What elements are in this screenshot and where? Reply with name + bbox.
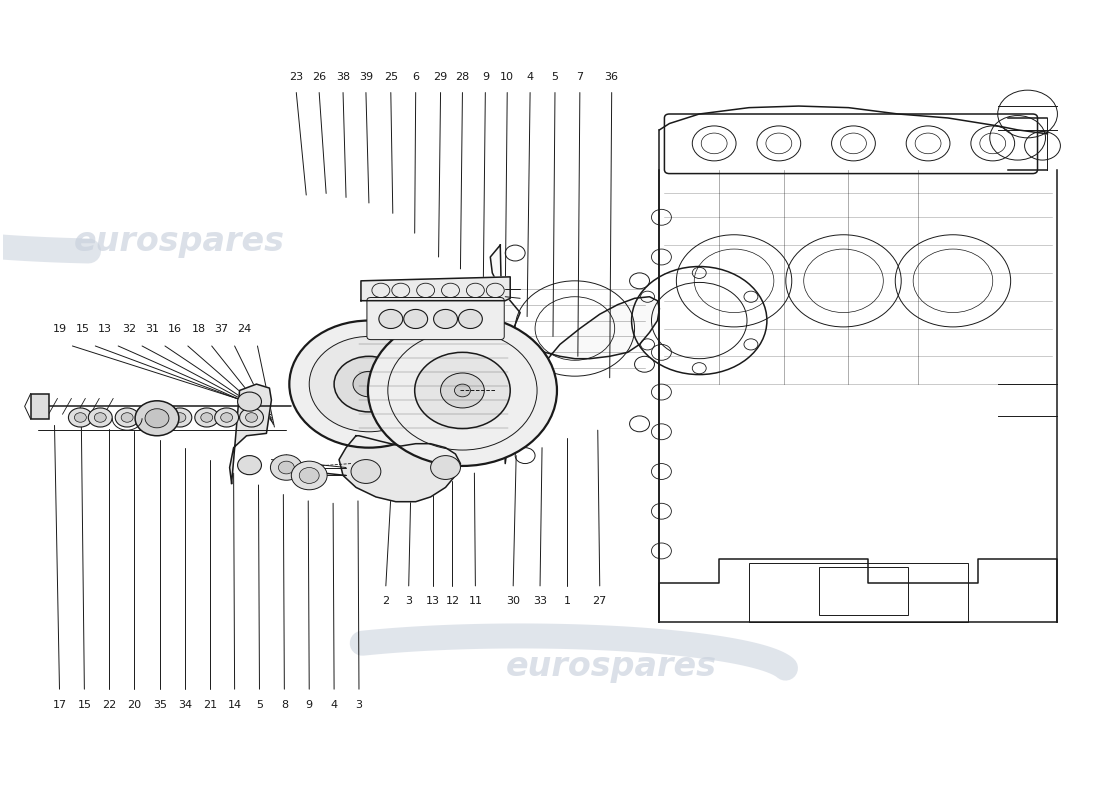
Text: 7: 7 xyxy=(576,72,583,82)
Text: 12: 12 xyxy=(446,596,460,606)
Text: 25: 25 xyxy=(384,72,398,82)
Text: 14: 14 xyxy=(228,699,242,710)
Circle shape xyxy=(221,413,232,422)
Circle shape xyxy=(299,467,319,483)
Circle shape xyxy=(415,352,510,429)
Text: 33: 33 xyxy=(534,596,547,606)
Text: 10: 10 xyxy=(500,72,514,82)
Circle shape xyxy=(404,310,428,329)
Circle shape xyxy=(292,461,327,490)
Text: 27: 27 xyxy=(593,596,607,606)
Circle shape xyxy=(68,408,92,427)
Polygon shape xyxy=(491,245,659,463)
Text: 39: 39 xyxy=(359,72,373,82)
Circle shape xyxy=(168,408,191,427)
Circle shape xyxy=(238,456,262,474)
FancyBboxPatch shape xyxy=(367,298,504,340)
Text: 13: 13 xyxy=(98,324,112,334)
Text: 34: 34 xyxy=(178,699,191,710)
Text: 1: 1 xyxy=(563,596,571,606)
Text: 3: 3 xyxy=(405,596,412,606)
Text: 16: 16 xyxy=(168,324,182,334)
Text: 9: 9 xyxy=(482,72,488,82)
Text: 4: 4 xyxy=(527,72,534,82)
Circle shape xyxy=(121,413,133,422)
Text: 9: 9 xyxy=(306,699,312,710)
Bar xyxy=(749,563,968,622)
Circle shape xyxy=(145,408,169,427)
Text: 15: 15 xyxy=(77,699,91,710)
Circle shape xyxy=(378,310,403,329)
Circle shape xyxy=(214,408,239,427)
Circle shape xyxy=(135,401,179,436)
Circle shape xyxy=(201,413,212,422)
Circle shape xyxy=(353,371,385,397)
Circle shape xyxy=(151,413,163,422)
Circle shape xyxy=(441,373,484,408)
Circle shape xyxy=(334,356,404,412)
Circle shape xyxy=(430,456,461,479)
Text: eurospares: eurospares xyxy=(74,225,285,258)
Bar xyxy=(818,567,909,614)
Text: 20: 20 xyxy=(126,699,141,710)
Text: 23: 23 xyxy=(289,72,304,82)
Text: 36: 36 xyxy=(605,72,618,82)
Circle shape xyxy=(75,413,87,422)
FancyBboxPatch shape xyxy=(346,333,520,440)
Circle shape xyxy=(351,459,381,483)
Circle shape xyxy=(278,461,295,474)
Text: 3: 3 xyxy=(355,699,363,710)
Text: 37: 37 xyxy=(214,324,229,334)
Circle shape xyxy=(240,408,264,427)
Polygon shape xyxy=(361,277,510,301)
Circle shape xyxy=(454,384,471,397)
Circle shape xyxy=(245,413,257,422)
Circle shape xyxy=(195,408,219,427)
Text: 21: 21 xyxy=(202,699,217,710)
Circle shape xyxy=(95,413,107,422)
Text: 28: 28 xyxy=(455,72,470,82)
Text: 24: 24 xyxy=(238,324,252,334)
Polygon shape xyxy=(230,384,272,483)
Circle shape xyxy=(116,408,139,427)
Circle shape xyxy=(433,310,458,329)
Text: 17: 17 xyxy=(53,699,67,710)
Text: 18: 18 xyxy=(191,324,206,334)
Text: 26: 26 xyxy=(312,72,327,82)
Text: 5: 5 xyxy=(256,699,263,710)
Text: 2: 2 xyxy=(383,596,389,606)
Text: 32: 32 xyxy=(122,324,136,334)
Text: 6: 6 xyxy=(412,72,419,82)
Circle shape xyxy=(145,409,169,428)
Text: 15: 15 xyxy=(76,324,89,334)
Bar xyxy=(31,394,48,419)
Circle shape xyxy=(459,310,482,329)
Circle shape xyxy=(367,315,557,466)
Circle shape xyxy=(289,321,449,448)
Text: 11: 11 xyxy=(469,596,483,606)
Text: 4: 4 xyxy=(330,699,338,710)
Text: 22: 22 xyxy=(102,699,117,710)
Text: 19: 19 xyxy=(53,324,67,334)
Circle shape xyxy=(271,455,303,480)
Text: 30: 30 xyxy=(506,596,520,606)
Text: 8: 8 xyxy=(280,699,288,710)
Circle shape xyxy=(88,408,112,427)
Text: 35: 35 xyxy=(153,699,167,710)
Polygon shape xyxy=(339,436,461,502)
Text: 13: 13 xyxy=(426,596,440,606)
Text: 5: 5 xyxy=(551,72,559,82)
Circle shape xyxy=(238,392,262,411)
Circle shape xyxy=(174,413,186,422)
Text: eurospares: eurospares xyxy=(506,650,717,682)
Text: 29: 29 xyxy=(433,72,448,82)
Text: 31: 31 xyxy=(145,324,160,334)
Text: 38: 38 xyxy=(336,72,350,82)
Circle shape xyxy=(309,337,429,432)
